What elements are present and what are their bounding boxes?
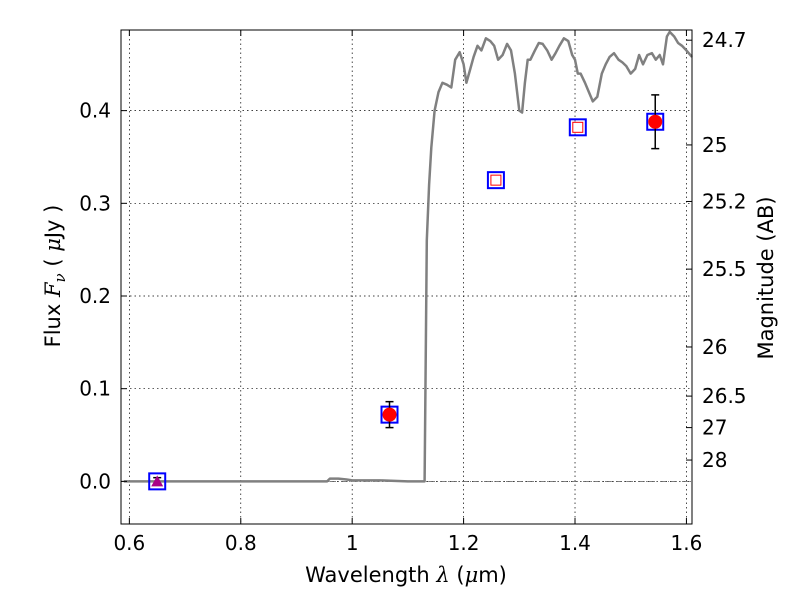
- x-tick-label-0: 0.6: [113, 531, 145, 555]
- right-tick-label-3: 25.5: [702, 257, 747, 281]
- x-tick-label-2: 1: [346, 531, 359, 555]
- x-axis-title-unit: (: [450, 563, 465, 587]
- model-square-0: [148, 472, 167, 491]
- x-axis-title: Wavelength λ (μm): [305, 563, 507, 587]
- inner-square-1: [572, 121, 584, 133]
- right-tick-label-4: 26: [702, 335, 727, 359]
- grid: [121, 30, 692, 524]
- right-tick-label-7: 28: [702, 448, 727, 472]
- x-tick-label-1: 0.8: [225, 531, 257, 555]
- plot-frame: [120, 29, 693, 525]
- right-tick-label-2: 25.2: [702, 189, 747, 213]
- right-tick-label-0: 24.7: [702, 28, 747, 52]
- model-square-2: [486, 171, 505, 190]
- flux-point-1: [648, 114, 663, 129]
- y-axis-title-left-mu: μ: [41, 238, 65, 252]
- y-tick-label-3: 0.3: [79, 191, 111, 215]
- x-axis-title-prefix: Wavelength: [305, 563, 436, 587]
- y-axis-title-right: Magnitude (AB): [754, 196, 778, 359]
- y-axis-title-left-prefix: Flux: [41, 297, 65, 347]
- spectrum-line: [123, 30, 693, 483]
- right-tick-label-1: 25: [702, 133, 727, 157]
- ticks: 0.6 0.8 1 1.2 1.4 1.6 0.0 0.1 0.2 0.3 0.4 24.7 25 25.…: [79, 28, 746, 555]
- y-tick-label-4: 0.4: [79, 99, 111, 123]
- x-axis-title-suffix: m): [478, 563, 507, 587]
- y-tick-label-2: 0.2: [79, 284, 111, 308]
- limit-triangle-0: [151, 475, 164, 487]
- y-axis-title-left: Flux Fν ( μJy ): [41, 205, 69, 348]
- y-axis-title-left-suffix: Jy ): [41, 205, 65, 241]
- right-tick-label-5: 26.5: [702, 384, 747, 408]
- y-axis-title-left-f: F: [41, 281, 65, 298]
- series: [121, 30, 693, 483]
- y-axis-title-left-nu: ν: [51, 273, 69, 282]
- x-axis-title-symbol: λ: [435, 563, 449, 587]
- right-tick-label-6: 27: [702, 416, 727, 440]
- y-axis-title-left-open: (: [41, 252, 65, 274]
- x-axis-title-mu: μ: [465, 563, 479, 587]
- y-tick-label-1: 0.1: [79, 377, 111, 401]
- x-tick-label-4: 1.4: [559, 531, 591, 555]
- x-tick-label-5: 1.6: [671, 531, 703, 555]
- y-tick-label-0: 0.0: [79, 469, 111, 493]
- markers: [148, 94, 665, 491]
- model-square-3: [568, 118, 587, 137]
- inner-square-0: [490, 174, 502, 186]
- flux-point-0: [382, 407, 397, 422]
- x-tick-label-3: 1.2: [448, 531, 480, 555]
